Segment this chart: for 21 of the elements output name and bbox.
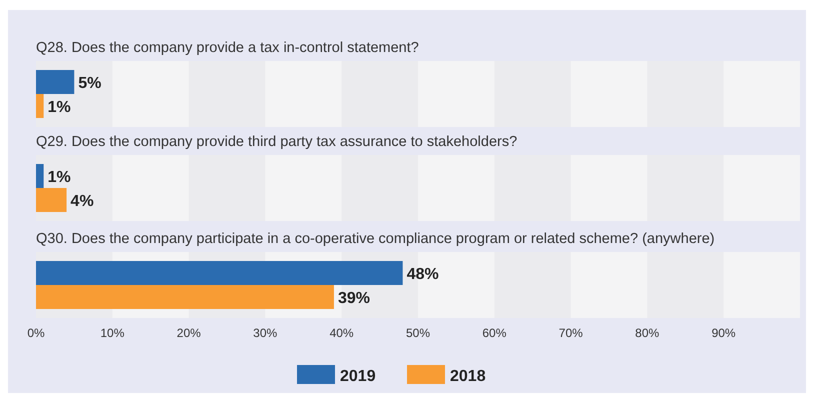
legend-label: 2018 [450, 368, 486, 385]
x-tick-label: 80% [635, 326, 660, 340]
data-label: 1% [48, 99, 71, 116]
y-tick-label: Q29. Does the company provide third party tax assurance to stakeholders? [36, 134, 518, 150]
x-tick-label: 10% [100, 326, 125, 340]
x-tick-label: 70% [558, 326, 584, 340]
x-tick-label: 20% [176, 326, 202, 340]
data-label: 4% [70, 193, 94, 210]
y-tick-label: Q28. Does the company provide a tax in-control statement? [36, 40, 419, 56]
data-label: 5% [78, 75, 102, 92]
x-tick-label: 30% [253, 326, 278, 340]
data-label: 1% [48, 169, 71, 186]
legend-label: 2019 [340, 368, 376, 385]
x-tick-label: 0% [27, 326, 45, 340]
x-tick-label: 60% [482, 326, 507, 340]
x-tick-label: 40% [330, 326, 354, 340]
data-label: 39% [338, 290, 370, 307]
x-tick-label: 50% [406, 326, 430, 340]
x-tick-label: 90% [712, 326, 736, 340]
y-tick-label: Q30. Does the company participate in a co-operative compliance program or related scheme? (anywhere) [36, 231, 715, 247]
data-label: 48% [406, 266, 439, 283]
